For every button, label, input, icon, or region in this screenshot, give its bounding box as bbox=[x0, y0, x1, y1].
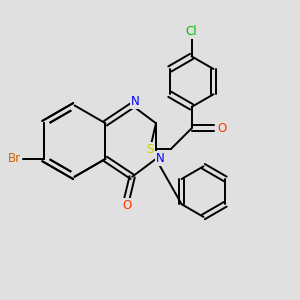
Text: Br: Br bbox=[8, 152, 21, 165]
Text: O: O bbox=[218, 122, 227, 135]
Text: O: O bbox=[122, 199, 131, 212]
Text: N: N bbox=[156, 152, 164, 165]
Text: Cl: Cl bbox=[186, 25, 197, 38]
Text: N: N bbox=[131, 95, 140, 108]
Text: S: S bbox=[146, 142, 154, 156]
